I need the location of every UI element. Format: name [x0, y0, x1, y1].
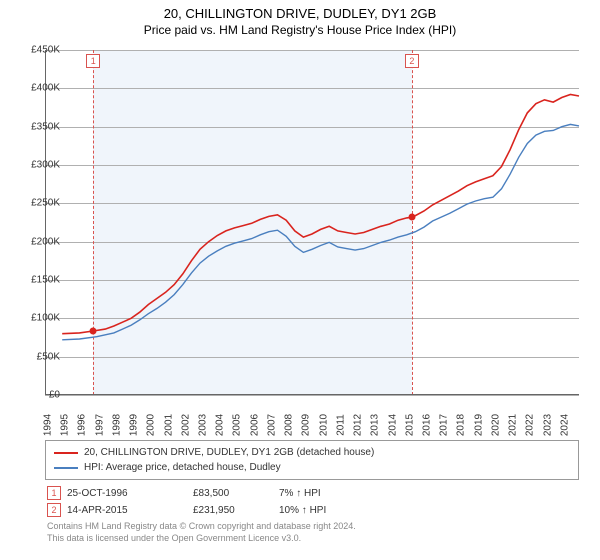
x-tick-label: 2015 [404, 414, 415, 436]
line-series [45, 50, 579, 395]
x-tick-label: 1996 [77, 414, 88, 436]
legend-label-hpi: HPI: Average price, detached house, Dudl… [84, 460, 281, 475]
y-tick-label: £400K [10, 83, 60, 94]
x-tick-label: 2011 [335, 414, 346, 436]
sale-row-1: 1 25-OCT-1996 £83,500 7% ↑ HPI [47, 486, 579, 500]
x-tick-label: 1998 [111, 414, 122, 436]
chart-title: 20, CHILLINGTON DRIVE, DUDLEY, DY1 2GB [0, 0, 600, 23]
x-tick-label: 2014 [387, 414, 398, 436]
sale-dot [90, 327, 97, 334]
x-tick-label: 2004 [215, 414, 226, 436]
x-tick-label: 2001 [163, 414, 174, 436]
y-tick-label: £100K [10, 313, 60, 324]
x-tick-label: 2009 [301, 414, 312, 436]
gridline [45, 395, 579, 396]
footnote-line-1: Contains HM Land Registry data © Crown c… [47, 521, 579, 533]
y-tick-label: £50K [10, 351, 60, 362]
y-tick-label: £300K [10, 160, 60, 171]
sale-price-2: £231,950 [193, 505, 273, 516]
sale-dot [408, 214, 415, 221]
x-tick-label: 1995 [60, 414, 71, 436]
y-tick-label: £150K [10, 275, 60, 286]
x-tick-label: 2006 [249, 414, 260, 436]
sale-pct-2: 10% ↑ HPI [279, 505, 369, 516]
x-tick-label: 2005 [232, 414, 243, 436]
x-tick-label: 1999 [129, 414, 140, 436]
legend: 20, CHILLINGTON DRIVE, DUDLEY, DY1 2GB (… [45, 440, 579, 544]
x-tick-label: 2021 [508, 414, 519, 436]
legend-swatch-address [54, 452, 78, 454]
sale-price-1: £83,500 [193, 488, 273, 499]
x-tick-label: 2003 [198, 414, 209, 436]
chart-container: 20, CHILLINGTON DRIVE, DUDLEY, DY1 2GB P… [0, 0, 600, 560]
x-tick-label: 2022 [525, 414, 536, 436]
x-tick-label: 2017 [439, 414, 450, 436]
footnote-line-2: This data is licensed under the Open Gov… [47, 533, 579, 545]
y-axis [45, 50, 46, 395]
sale-row-2: 2 14-APR-2015 £231,950 10% ↑ HPI [47, 503, 579, 517]
x-tick-label: 1997 [94, 414, 105, 436]
plot-area: 12 [45, 50, 579, 395]
sale-marker-2: 2 [47, 503, 61, 517]
y-tick-label: £200K [10, 236, 60, 247]
legend-row-hpi: HPI: Average price, detached house, Dudl… [54, 460, 570, 475]
x-tick-label: 2013 [370, 414, 381, 436]
legend-label-address: 20, CHILLINGTON DRIVE, DUDLEY, DY1 2GB (… [84, 445, 374, 460]
x-tick-label: 2020 [490, 414, 501, 436]
footnote: Contains HM Land Registry data © Crown c… [45, 521, 579, 544]
sale-pct-1: 7% ↑ HPI [279, 488, 369, 499]
x-tick-label: 2012 [353, 414, 364, 436]
legend-series-box: 20, CHILLINGTON DRIVE, DUDLEY, DY1 2GB (… [45, 440, 579, 480]
legend-swatch-hpi [54, 467, 78, 469]
sale-date-2: 14-APR-2015 [67, 505, 187, 516]
x-tick-label: 1994 [43, 414, 54, 436]
x-tick-label: 2010 [318, 414, 329, 436]
y-tick-label: £0 [10, 390, 60, 401]
x-axis [45, 394, 579, 395]
x-tick-label: 2018 [456, 414, 467, 436]
sale-date-1: 25-OCT-1996 [67, 488, 187, 499]
sale-marker-top: 2 [405, 54, 419, 68]
y-tick-label: £250K [10, 198, 60, 209]
y-tick-label: £350K [10, 121, 60, 132]
sale-marker-1: 1 [47, 486, 61, 500]
sale-marker-top: 1 [86, 54, 100, 68]
y-tick-label: £450K [10, 45, 60, 56]
x-tick-label: 2024 [559, 414, 570, 436]
x-tick-label: 2023 [542, 414, 553, 436]
x-tick-label: 2019 [473, 414, 484, 436]
x-tick-label: 2007 [266, 414, 277, 436]
x-tick-label: 2008 [284, 414, 295, 436]
x-tick-label: 2000 [146, 414, 157, 436]
series-address [62, 95, 579, 334]
x-tick-label: 2016 [421, 414, 432, 436]
legend-row-address: 20, CHILLINGTON DRIVE, DUDLEY, DY1 2GB (… [54, 445, 570, 460]
chart-subtitle: Price paid vs. HM Land Registry's House … [0, 23, 600, 43]
series-hpi [62, 124, 579, 339]
x-tick-label: 2002 [180, 414, 191, 436]
